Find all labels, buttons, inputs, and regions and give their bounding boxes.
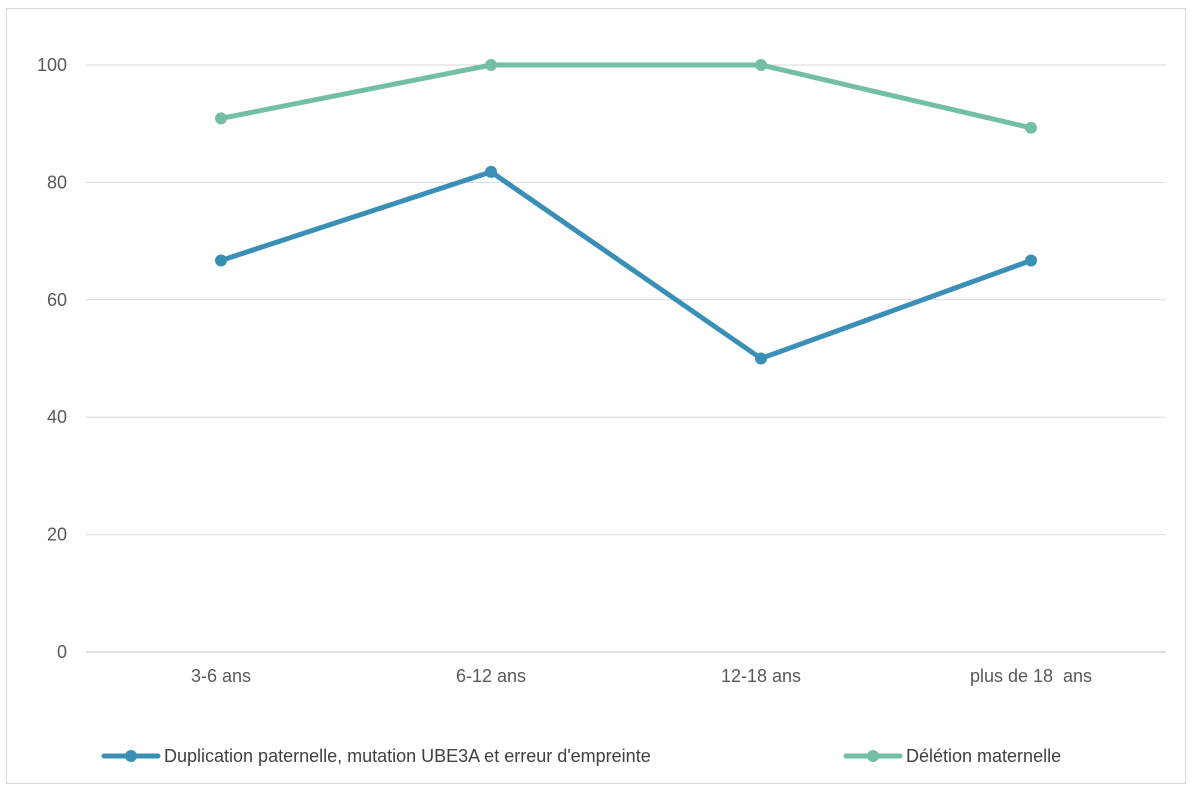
gridlines [86,65,1166,652]
y-tick-label: 80 [47,172,67,192]
series-group [215,59,1037,365]
legend-label-0: Duplication paternelle, mutation UBE3A e… [164,746,651,766]
data-point [485,59,497,71]
y-axis-ticks: 0 20 40 60 80 100 [37,55,67,662]
series-line-1 [221,65,1031,128]
y-tick-label: 0 [57,642,67,662]
data-point [485,166,497,178]
legend-marker-1 [867,750,879,762]
x-tick-label: 3-6 ans [191,666,251,686]
y-tick-label: 40 [47,407,67,427]
x-axis-ticks: 3-6 ans 6-12 ans 12-18 ans plus de 18 ans [191,666,1092,686]
legend-label-1: Délétion maternelle [906,746,1061,766]
y-tick-label: 60 [47,290,67,310]
data-point [215,112,227,124]
x-tick-label: plus de 18 ans [970,666,1092,686]
x-tick-label: 6-12 ans [456,666,526,686]
data-point [755,353,767,365]
data-point [755,59,767,71]
data-point [215,254,227,266]
legend-marker-0 [125,750,137,762]
x-tick-label: 12-18 ans [721,666,801,686]
series-line-0 [221,172,1031,359]
legend: Duplication paternelle, mutation UBE3A e… [104,746,1061,766]
y-tick-label: 100 [37,55,67,75]
y-tick-label: 20 [47,525,67,545]
data-point [1025,254,1037,266]
data-point [1025,122,1037,134]
